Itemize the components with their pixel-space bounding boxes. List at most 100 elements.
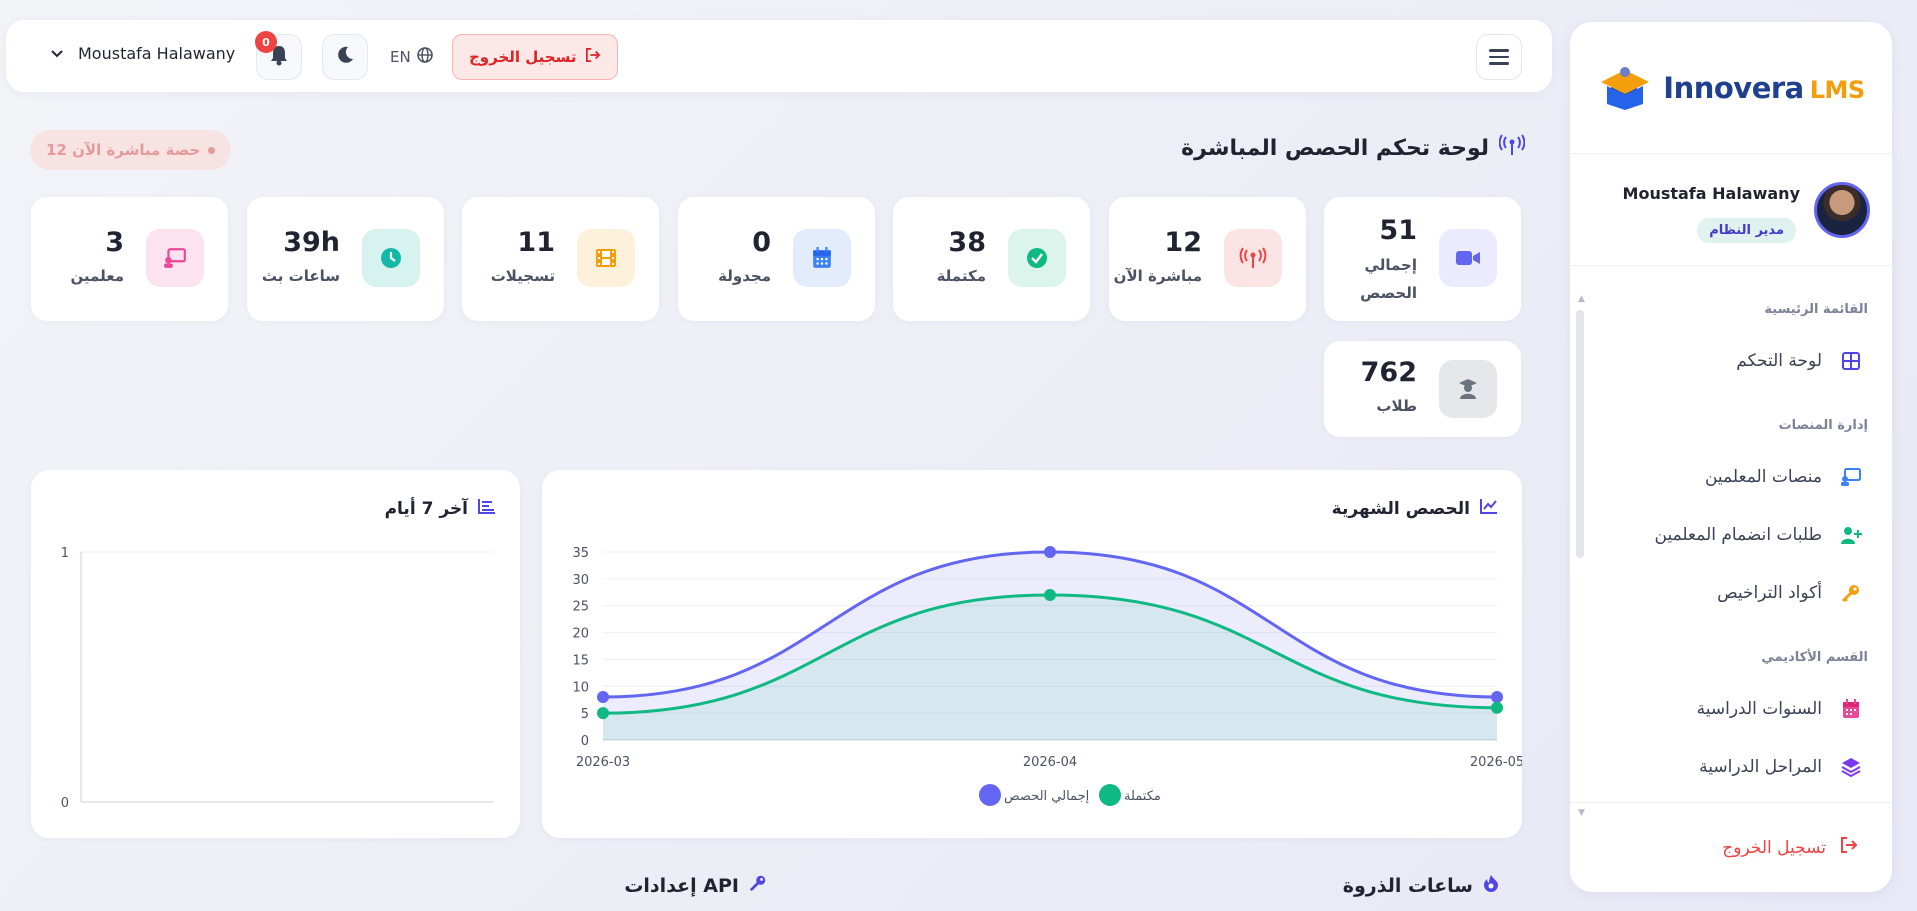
sidebar-item-dashboard[interactable]: لوحة التحكم: [1736, 348, 1864, 374]
teacher-board-icon: [1838, 464, 1864, 490]
logout-icon: [585, 48, 601, 66]
stat-label: معلمين: [70, 267, 124, 285]
stat-value: 51: [1379, 215, 1417, 246]
legend-label: إجمالي الحصص: [1004, 789, 1089, 804]
profile-name: Moustafa Halawany: [1622, 184, 1800, 203]
data-point: [1044, 546, 1056, 558]
globe-icon: [416, 47, 433, 67]
logo-mark-icon: [1601, 66, 1650, 110]
stat-value: 38: [948, 227, 986, 258]
sidebar-item-label: أكواد التراخيص: [1717, 583, 1822, 603]
topbar-logout-label: تسجيل الخروج: [469, 48, 577, 66]
stat-card-students[interactable]: 762 طلاب: [1324, 341, 1521, 437]
live-dot-icon: [208, 146, 216, 154]
series-area: [603, 594, 1497, 740]
stat-value: 3: [105, 227, 124, 258]
y-tick-label: 35: [572, 546, 589, 561]
stat-card-live-now[interactable]: 12 مباشرة الآن: [1109, 197, 1306, 321]
stat-label: تسجيلات: [490, 267, 555, 285]
brand-logo[interactable]: Innovera LMS: [1597, 64, 1865, 112]
sidebar-item-label: منصات المعلمين: [1704, 467, 1822, 487]
key-icon: [749, 874, 767, 897]
role-badge: مدير النظام: [1697, 218, 1796, 243]
x-tick-label: 2026-04: [1023, 755, 1077, 770]
y-tick-label: 30: [572, 573, 589, 588]
key-icon: [1838, 580, 1864, 606]
stat-value: 762: [1360, 357, 1417, 388]
sidebar-item-teacher-platforms[interactable]: منصات المعلمين: [1705, 464, 1864, 490]
notifications-button[interactable]: 0: [255, 31, 302, 80]
logout-icon: [1840, 837, 1858, 858]
stat-card-recordings[interactable]: 11 تسجيلات: [462, 197, 659, 321]
nav-section-academic: القسم الأكاديمي: [1761, 650, 1868, 665]
sidebar-scroll-up[interactable]: ▲: [1578, 294, 1585, 304]
sidebar-item-license-codes[interactable]: أكواد التراخيص: [1717, 580, 1864, 606]
y-tick-label: 20: [572, 627, 589, 642]
weekly-chart-svg: 01: [61, 546, 494, 811]
user-name: Moustafa Halawany: [78, 44, 236, 63]
x-tick-label: 2026-03: [576, 755, 630, 770]
topbar-logout-button[interactable]: تسجيل الخروج: [452, 34, 618, 80]
clock-icon: [362, 229, 420, 287]
monthly-chart-title-text: الحصص الشهرية: [1331, 498, 1470, 519]
y-tick-label: 15: [572, 653, 589, 668]
notification-badge: 0: [255, 31, 277, 53]
data-point: [597, 707, 609, 720]
sidebar-item-academic-stages[interactable]: المراحل الدراسية: [1699, 754, 1864, 780]
avatar[interactable]: [1814, 182, 1870, 238]
sidebar-item-label: طلبات انضمام المعلمين: [1654, 525, 1822, 545]
calendar-icon: [793, 229, 851, 287]
hamburger-icon: [1489, 45, 1509, 69]
layers-icon: [1838, 754, 1864, 780]
y-tick-label: 5: [581, 707, 589, 722]
menu-toggle-button[interactable]: [1476, 34, 1522, 80]
sidebar-scroll-down[interactable]: ▼: [1578, 808, 1585, 818]
language-switch[interactable]: EN: [390, 42, 433, 72]
sidebar-logout-area: تسجيل الخروج: [1570, 802, 1892, 892]
line-chart-icon: [1480, 498, 1498, 519]
nav-section-main: القائمة الرئيسية: [1764, 302, 1868, 317]
sidebar: Innovera LMS Moustafa Halawany مدير النظا…: [1570, 22, 1892, 892]
stat-card-scheduled[interactable]: 0 مجدولة: [678, 197, 875, 321]
peak-hours-title: ساعات الذروة: [1342, 874, 1473, 897]
sidebar-profile[interactable]: Moustafa Halawany مدير النظام: [1570, 154, 1892, 266]
stat-value: 12: [1164, 227, 1202, 258]
sidebar-item-label: لوحة التحكم: [1736, 351, 1822, 371]
theme-toggle-button[interactable]: [322, 34, 368, 80]
user-plus-icon: [1838, 522, 1864, 548]
live-pill-text: 12 حصة مباشرة الآن: [46, 141, 201, 159]
weekly-chart-title: آخر 7 أيام: [385, 498, 496, 519]
stat-card-broadcast-hours[interactable]: 39h ساعات بث: [247, 197, 444, 321]
legend-marker: [1099, 784, 1121, 806]
legend-label: مكتملة: [1124, 789, 1161, 804]
sidebar-logout-link[interactable]: تسجيل الخروج: [1722, 837, 1858, 858]
stat-card-teachers[interactable]: 3 معلمين: [31, 197, 228, 321]
sidebar-logout-label: تسجيل الخروج: [1722, 837, 1826, 858]
y-tick-label: 0: [581, 734, 589, 749]
live-sessions-pill[interactable]: 12 حصة مباشرة الآن: [30, 130, 232, 170]
y-tick-label: 1: [61, 546, 69, 561]
logo-area: Innovera LMS: [1570, 22, 1892, 154]
data-point: [597, 691, 609, 704]
brand-name: Innovera: [1663, 70, 1804, 105]
monthly-chart-svg: 0 5 10 15 20 25 30 35 2026-03 2026-04 2026-05 إجمال…: [572, 546, 1522, 806]
sidebar-scroll-thumb[interactable]: [1576, 310, 1584, 558]
peak-hours-heading: ساعات الذروة: [1343, 874, 1499, 897]
sidebar-item-label: المراحل الدراسية: [1699, 757, 1822, 777]
teacher-board-icon: [146, 229, 204, 287]
stat-card-completed[interactable]: 38 مكتملة: [893, 197, 1090, 321]
chevron-down-icon: [50, 44, 64, 63]
sidebar-item-academic-years[interactable]: السنوات الدراسية: [1697, 696, 1864, 722]
stat-value: 0: [752, 227, 771, 258]
sidebar-item-teacher-requests[interactable]: طلبات انضمام المعلمين: [1655, 522, 1864, 548]
bar-chart-icon: [478, 498, 496, 519]
stat-value: 39h: [283, 227, 340, 258]
stat-value: 11: [517, 227, 555, 258]
monthly-sessions-chart-card: الحصص الشهرية 0 5 10 15 20 25 30 35 2026-03 2026-…: [542, 470, 1522, 838]
stat-label: مباشرة الآن: [1113, 267, 1202, 285]
language-label: EN: [390, 48, 411, 66]
data-point: [1044, 588, 1056, 601]
user-menu[interactable]: Moustafa Halawany: [50, 44, 235, 63]
stat-card-total-sessions[interactable]: 51 إجمالي الحصص: [1324, 197, 1521, 321]
